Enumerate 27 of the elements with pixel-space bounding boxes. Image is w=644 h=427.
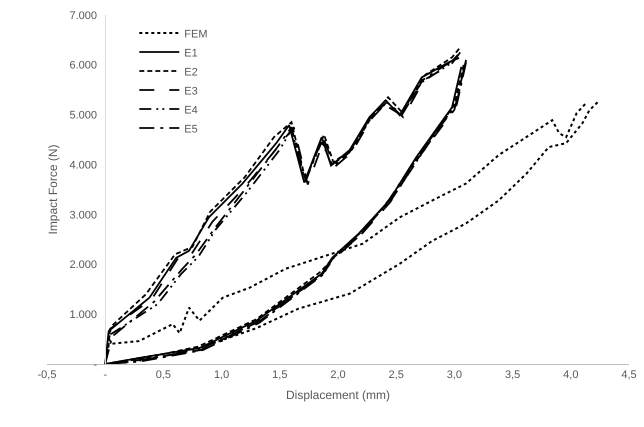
- x-tick-label: 2,5: [388, 369, 404, 382]
- y-tick-label: 1.000: [69, 308, 97, 321]
- legend-label: E2: [184, 66, 198, 78]
- x-tick-label: 3,5: [504, 369, 520, 382]
- y-axis-title: Impact Force (N): [46, 144, 60, 235]
- x-tick-label: 4,5: [621, 369, 637, 382]
- legend-label: E1: [184, 47, 198, 60]
- y-tick-label: -: [93, 358, 98, 371]
- y-tick-label: 4.000: [69, 159, 97, 172]
- x-axis-title: Displacement (mm): [286, 388, 390, 402]
- x-tick-label: 1,0: [214, 369, 230, 382]
- y-tick-label: 6.000: [69, 60, 97, 72]
- legend-label: E5: [184, 123, 198, 136]
- legend-label: FEM: [184, 28, 208, 40]
- y-tick-label: 3.000: [69, 209, 97, 222]
- x-tick-label: 4,0: [563, 369, 578, 382]
- x-tick-label: 2,0: [330, 369, 346, 382]
- x-tick-label: 1,5: [272, 369, 288, 382]
- x-tick-label: -0,5: [38, 369, 56, 382]
- x-tick-label: 3,0: [446, 369, 462, 382]
- y-tick-label: 2.000: [69, 259, 97, 272]
- x-tick-label: -: [103, 369, 108, 382]
- y-tick-label: 7.000: [69, 10, 97, 22]
- y-tick-label: 5.000: [69, 110, 97, 122]
- x-tick-label: 0,5: [156, 369, 172, 382]
- legend-label: E3: [184, 85, 198, 98]
- legend-label: E4: [184, 104, 198, 116]
